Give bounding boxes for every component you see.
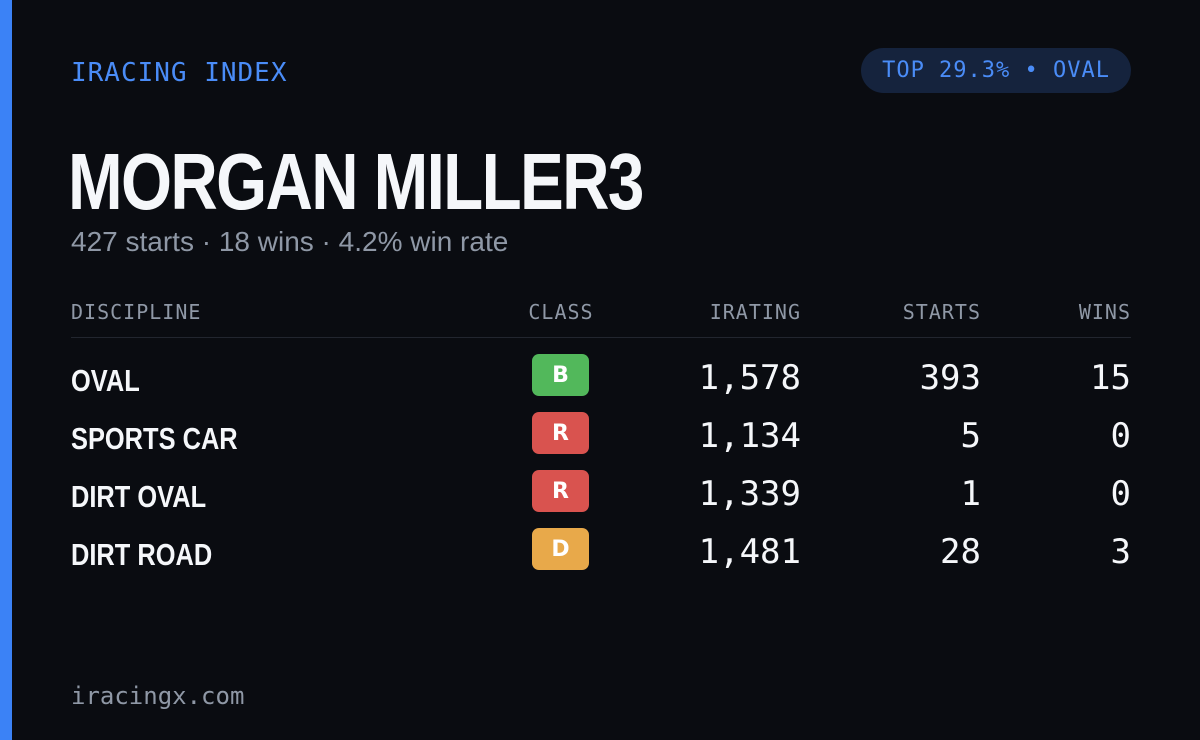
starts-value: 28 xyxy=(940,532,981,572)
table-row: DIRT OVAL R 1,339 1 0 xyxy=(71,465,1131,523)
header-class: CLASS xyxy=(528,300,594,324)
irating-value: 1,481 xyxy=(698,532,801,572)
wins-value: 0 xyxy=(1110,474,1131,514)
discipline-name: SPORTS CAR xyxy=(71,421,238,456)
brand-label: IRACING INDEX xyxy=(71,58,288,88)
header-wins: WINS xyxy=(1078,300,1131,324)
rank-badge-text: TOP 29.3% • OVAL xyxy=(882,58,1110,83)
starts-value: 5 xyxy=(960,416,981,456)
discipline-name: DIRT OVAL xyxy=(71,479,207,514)
wins-value: 0 xyxy=(1110,416,1131,456)
irating-value: 1,339 xyxy=(698,474,801,514)
wins-value: 3 xyxy=(1110,532,1131,572)
class-badge: R xyxy=(532,470,589,512)
class-badge: D xyxy=(532,528,589,570)
header-starts: STARTS xyxy=(902,300,981,324)
rank-badge: TOP 29.3% • OVAL xyxy=(861,48,1131,93)
header-discipline: DISCIPLINE xyxy=(71,300,202,324)
table-row: OVAL B 1,578 393 15 xyxy=(71,349,1131,407)
starts-value: 1 xyxy=(960,474,981,514)
table-row: DIRT ROAD D 1,481 28 3 xyxy=(71,523,1131,581)
starts-value: 393 xyxy=(919,358,981,398)
driver-summary: 427 starts · 18 wins · 4.2% win rate xyxy=(71,226,509,257)
driver-name: MORGAN MILLER3 xyxy=(68,137,644,226)
table-row: SPORTS CAR R 1,134 5 0 xyxy=(71,407,1131,465)
discipline-name: DIRT ROAD xyxy=(71,537,213,572)
accent-bar xyxy=(0,0,12,740)
irating-value: 1,134 xyxy=(698,416,801,456)
discipline-name: OVAL xyxy=(71,363,140,398)
footer-url: iracingx.com xyxy=(71,682,245,710)
class-badge: R xyxy=(532,412,589,454)
class-badge: B xyxy=(532,354,589,396)
table-header: DISCIPLINE CLASS IRATING STARTS WINS xyxy=(71,300,1131,338)
header-irating: IRATING xyxy=(709,300,801,324)
discipline-table: OVAL B 1,578 393 15 SPORTS CAR R 1,134 5… xyxy=(71,349,1131,581)
irating-value: 1,578 xyxy=(698,358,801,398)
wins-value: 15 xyxy=(1090,358,1131,398)
